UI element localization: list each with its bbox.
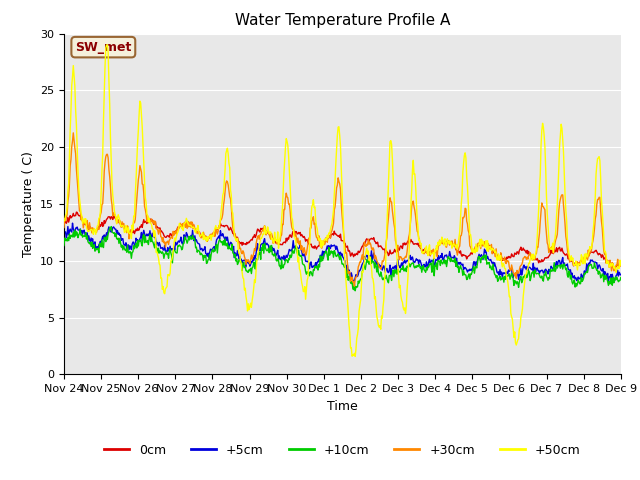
Text: SW_met: SW_met [75, 41, 131, 54]
X-axis label: Time: Time [327, 400, 358, 413]
Y-axis label: Temperature ( C): Temperature ( C) [22, 151, 35, 257]
Legend: 0cm, +5cm, +10cm, +30cm, +50cm: 0cm, +5cm, +10cm, +30cm, +50cm [99, 439, 586, 462]
Title: Water Temperature Profile A: Water Temperature Profile A [235, 13, 450, 28]
